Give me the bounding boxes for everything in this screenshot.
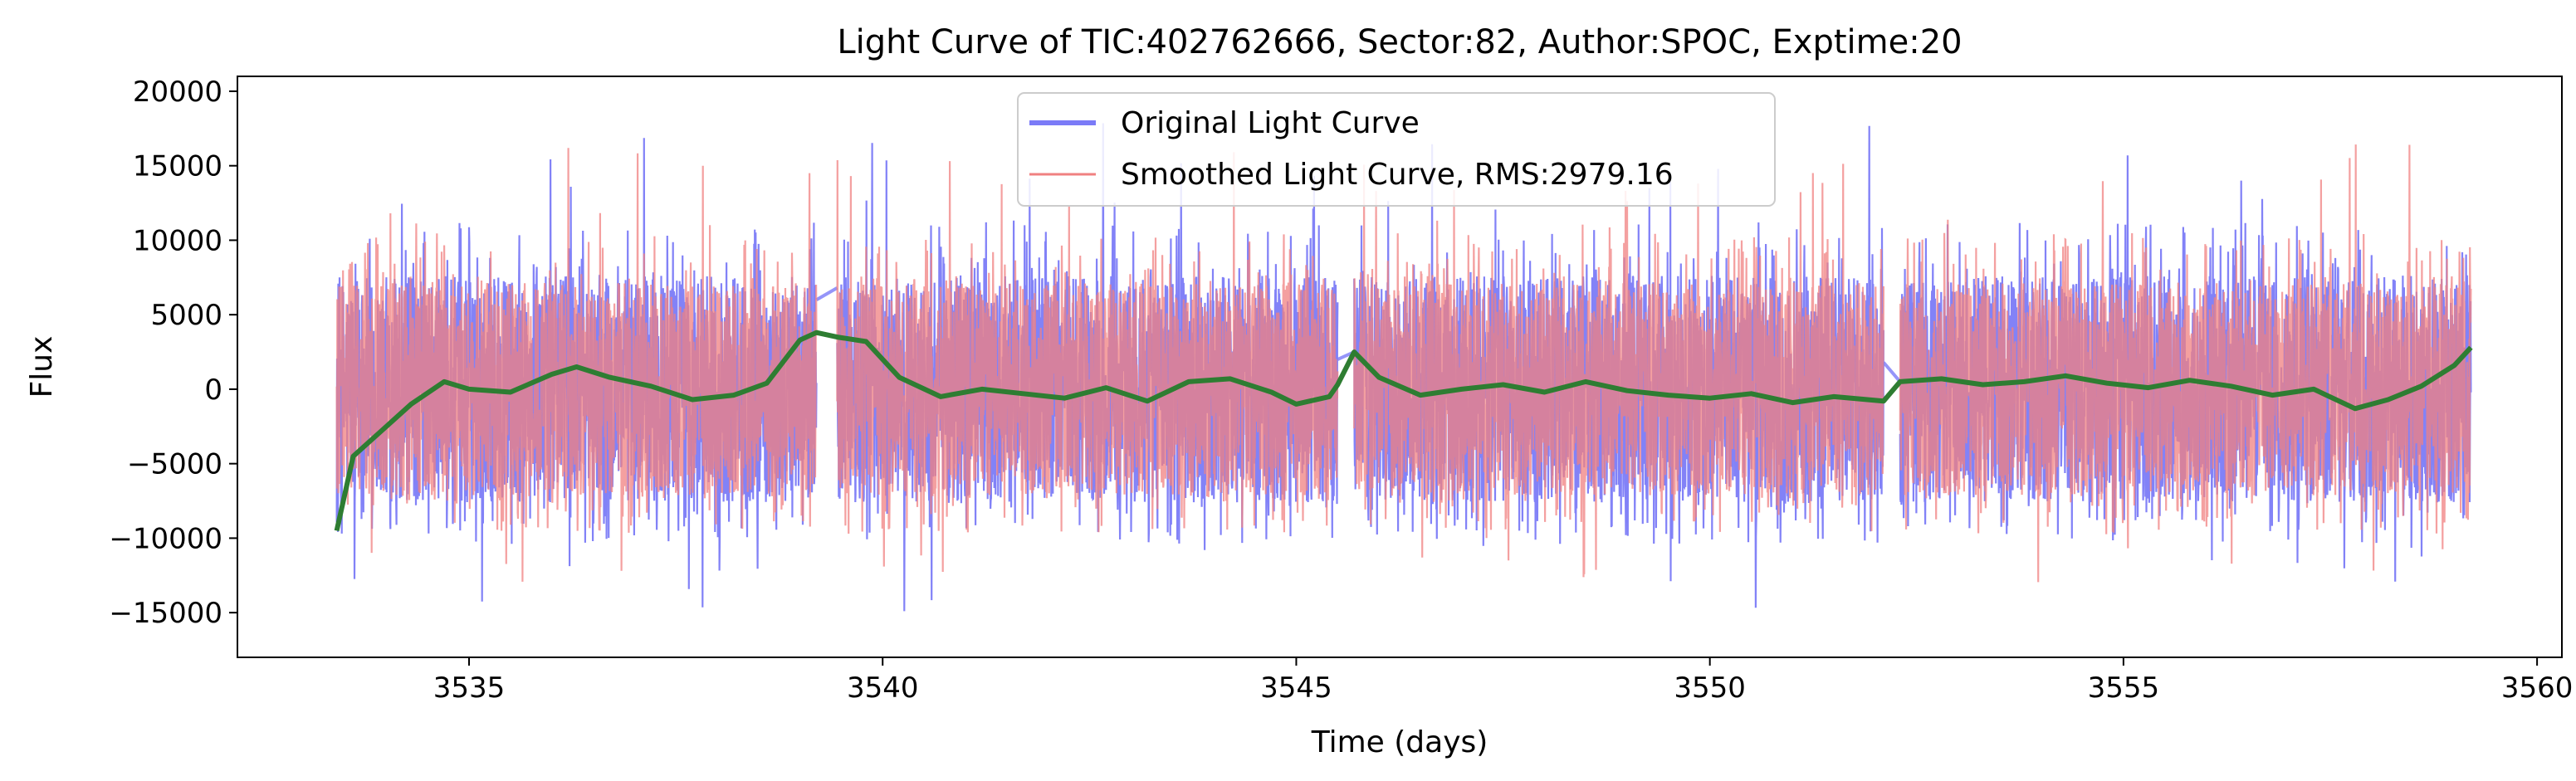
y-axis: −15000 −10000 −5000 0 5000 10000 15000 20000 bbox=[109, 76, 237, 630]
legend-box bbox=[1017, 92, 1776, 207]
x-tick-label: 3535 bbox=[433, 671, 506, 705]
legend-label-smoothed: Smoothed Light Curve, RMS:2979.16 bbox=[1121, 158, 1674, 192]
gap-bridge bbox=[815, 286, 838, 301]
series-trend-line bbox=[334, 329, 2473, 532]
y-tick-label: 10000 bbox=[133, 224, 222, 257]
x-axis: 3535 3540 3545 3550 3555 3560 bbox=[433, 657, 2574, 705]
gap-bridge bbox=[1882, 361, 1902, 383]
x-tick-label: 3550 bbox=[1674, 671, 1746, 705]
x-axis-label: Time (days) bbox=[1311, 725, 1488, 759]
y-tick-label: −10000 bbox=[109, 522, 222, 555]
x-tick-label: 3555 bbox=[2088, 671, 2160, 705]
y-tick-label: −15000 bbox=[109, 597, 222, 630]
y-tick-label: −5000 bbox=[127, 448, 222, 481]
y-tick-label: 0 bbox=[204, 373, 222, 407]
legend-label-original: Original Light Curve bbox=[1121, 106, 1420, 140]
y-tick-label: 15000 bbox=[133, 150, 222, 183]
y-tick-label: 5000 bbox=[150, 299, 222, 332]
plot-area bbox=[334, 123, 2473, 612]
x-tick-label: 3540 bbox=[847, 671, 919, 705]
x-tick-label: 3560 bbox=[2501, 671, 2574, 705]
x-tick-label: 3545 bbox=[1260, 671, 1332, 705]
series-smoothed-light-curve bbox=[335, 144, 2472, 583]
chart-title: Light Curve of TIC:402762666, Sector:82,… bbox=[837, 23, 1962, 61]
y-tick-label: 20000 bbox=[133, 76, 222, 109]
legend: Original Light Curve Smoothed Light Curv… bbox=[1017, 92, 1776, 207]
plot-frame bbox=[237, 76, 2563, 658]
y-axis-label: Flux bbox=[25, 336, 59, 398]
